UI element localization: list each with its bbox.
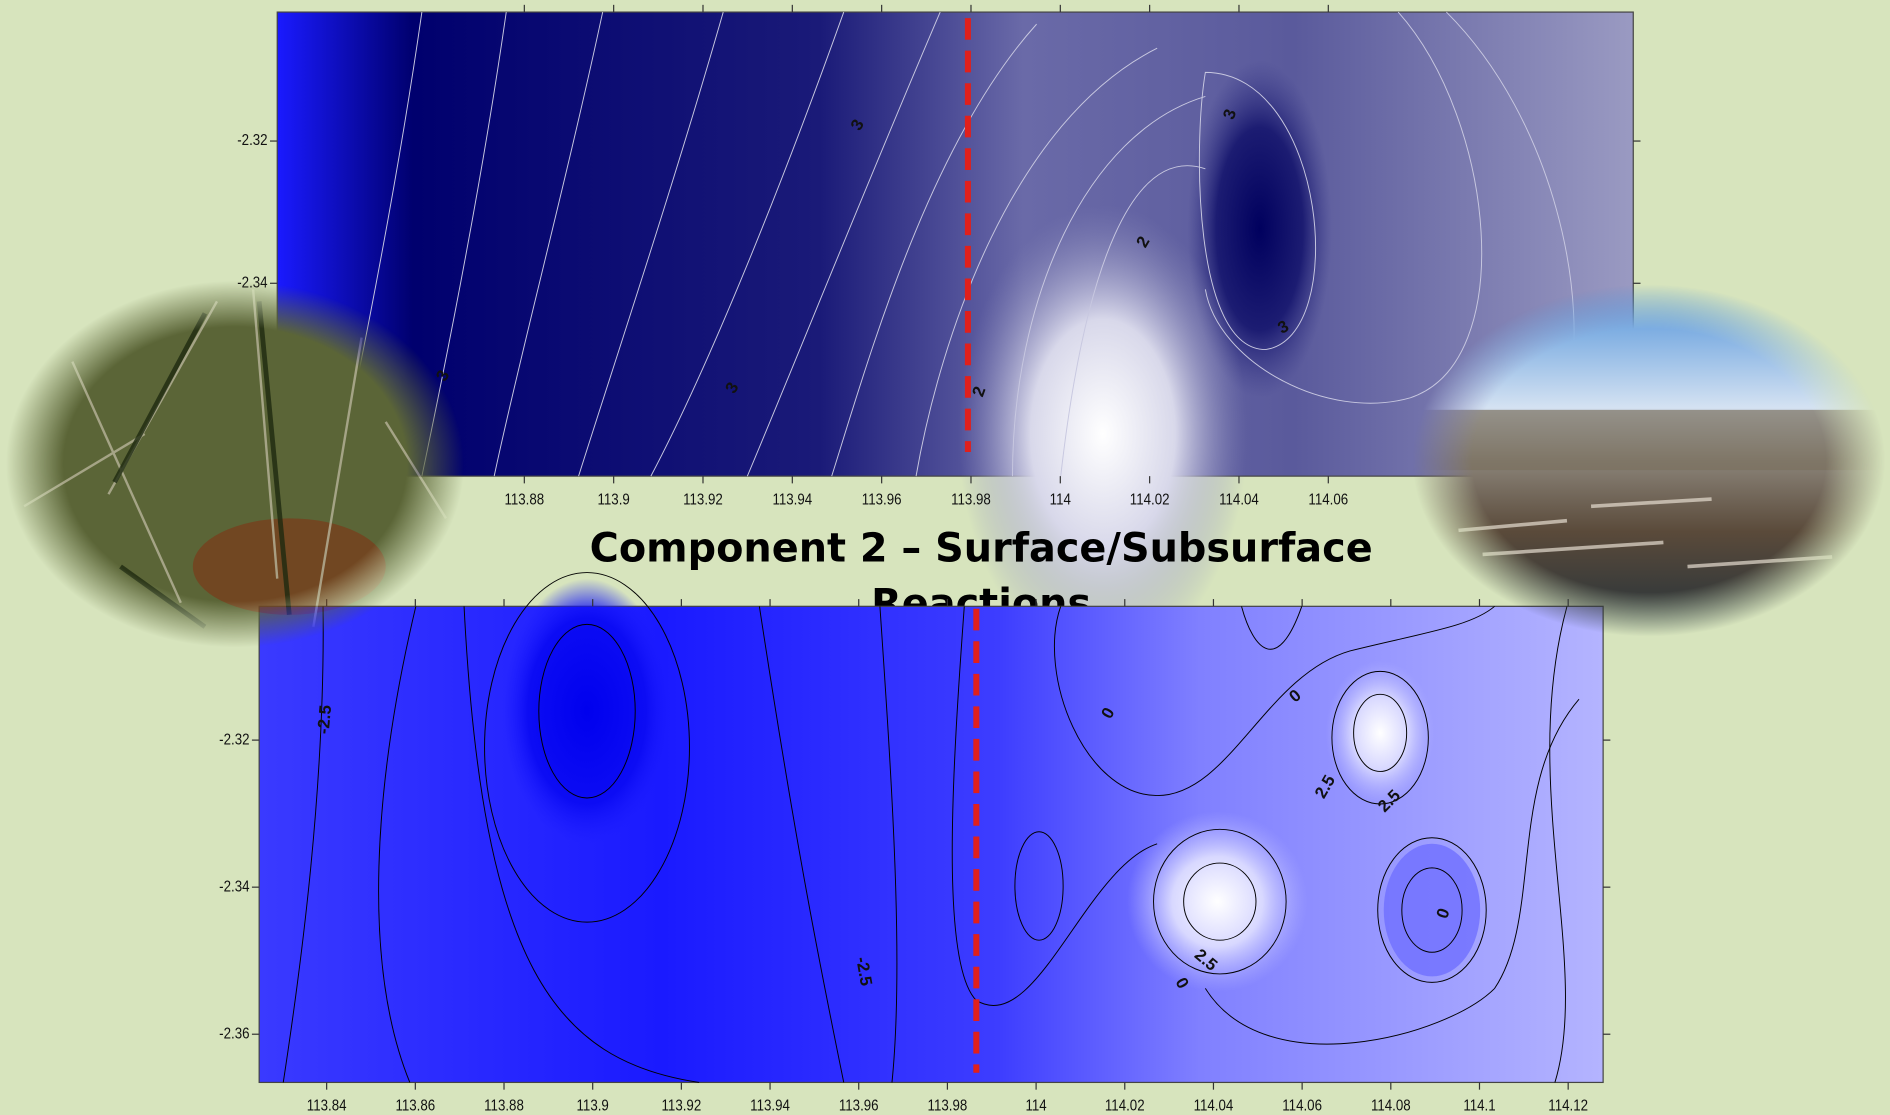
x-tick-label: 113.88	[504, 491, 544, 508]
x-tick-label: 113.9	[577, 1098, 609, 1115]
x-tick-label: 113.96	[839, 1098, 879, 1115]
x-tick-label: 114.06	[1308, 491, 1348, 508]
y-tick-label: -2.32	[219, 731, 249, 748]
x-tick-label: 114.02	[1105, 1098, 1145, 1115]
x-tick-label: 114.08	[1371, 1098, 1411, 1115]
photo-cleared-peatland	[1410, 283, 1890, 639]
x-tick-label: 113.92	[683, 491, 723, 508]
slide: 113.88113.9113.92113.94113.96113.9811411…	[0, 0, 1890, 1115]
x-tick-label: 113.92	[662, 1098, 702, 1115]
contour-region	[1384, 844, 1480, 977]
x-tick-label: 113.94	[772, 491, 812, 508]
x-tick-label: 113.98	[928, 1098, 968, 1115]
x-tick-label: 113.9	[597, 491, 629, 508]
x-tick-label: 114	[1050, 491, 1071, 508]
contour-region	[1326, 661, 1434, 806]
x-tick-label: 113.88	[484, 1098, 524, 1115]
contour-label: -2.5	[314, 704, 335, 735]
photo-peat-forest	[0, 277, 470, 651]
x-tick-label: 113.84	[307, 1098, 347, 1115]
contour-region	[1127, 811, 1308, 992]
x-tick-label: 114.12	[1548, 1098, 1588, 1115]
y-tick-label: -2.32	[237, 132, 267, 149]
x-tick-label: 113.94	[750, 1098, 790, 1115]
x-tick-label: 114.04	[1194, 1098, 1234, 1115]
x-tick-label: 113.98	[951, 491, 991, 508]
page: 113.88113.9113.92113.94113.96113.9811411…	[0, 0, 1890, 1115]
x-tick-label: 114	[1025, 1098, 1046, 1115]
contour-region	[503, 579, 672, 844]
y-tick-label: -2.36	[219, 1025, 249, 1042]
x-tick-label: 114.06	[1282, 1098, 1322, 1115]
x-tick-label: 113.86	[395, 1098, 435, 1115]
bottom-map: 113.84 113.86 113.88 113.9 113.92 113.94 113.9…	[219, 573, 1610, 1115]
y-tick-label: -2.34	[219, 878, 249, 895]
x-tick-label: 114.1	[1463, 1098, 1495, 1115]
x-tick-label: 114.04	[1219, 491, 1259, 508]
x-tick-label: 114.02	[1130, 491, 1170, 508]
x-tick-label: 113.96	[862, 491, 902, 508]
